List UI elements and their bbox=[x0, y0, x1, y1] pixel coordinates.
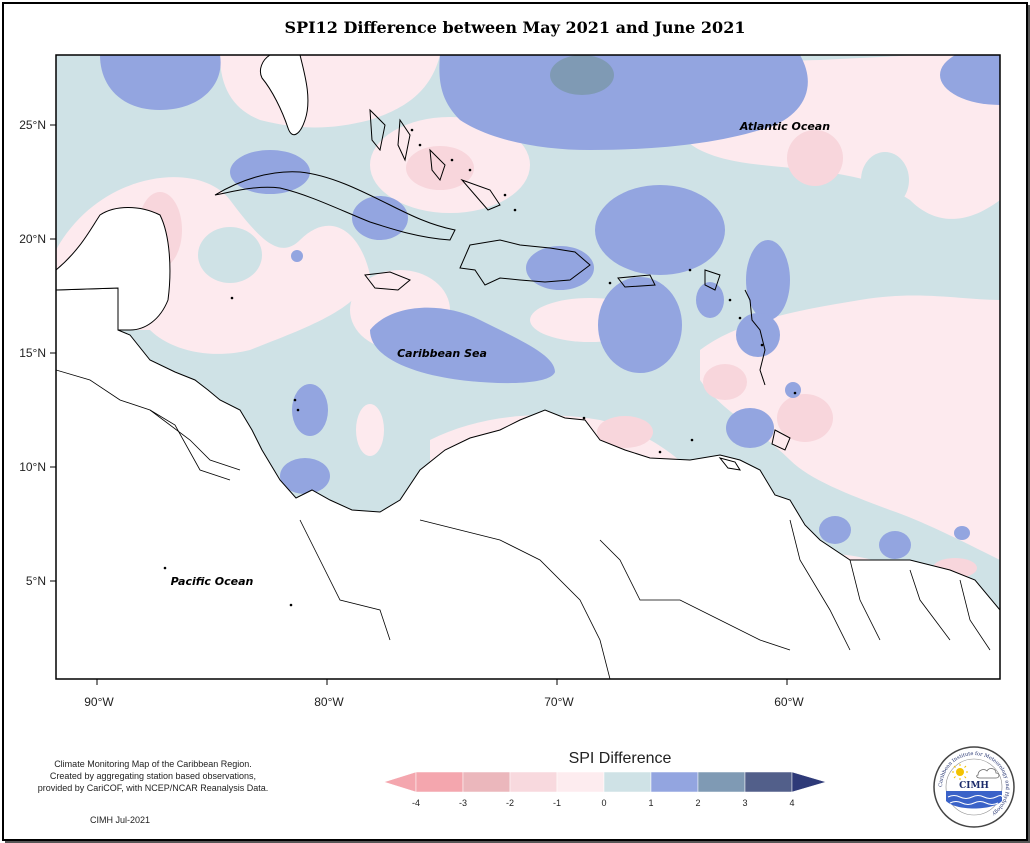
lon-label-90: 90°W bbox=[84, 695, 114, 709]
lat-label-15: 15°N bbox=[19, 346, 46, 360]
legend-tick: -2 bbox=[506, 798, 514, 808]
legend-colorbar bbox=[383, 771, 827, 793]
label-pacific-ocean: Pacific Ocean bbox=[171, 575, 254, 588]
longitude-labels: 90°W 80°W 70°W 60°W bbox=[84, 695, 804, 709]
legend-tick: -4 bbox=[412, 798, 420, 808]
label-caribbean-sea: Caribbean Sea bbox=[397, 347, 487, 360]
legend-swatch-2-3 bbox=[650, 771, 699, 793]
cloud-icon bbox=[976, 768, 1000, 779]
legend-title: SPI Difference bbox=[568, 750, 672, 767]
strong-positive-zones bbox=[550, 55, 614, 95]
legend-tick: 2 bbox=[695, 798, 700, 808]
legend-tick: 0 bbox=[601, 798, 606, 808]
sun-icon bbox=[956, 768, 964, 776]
credit-text: Climate Monitoring Map of the Caribbean … bbox=[22, 758, 284, 794]
caribbean-islands bbox=[214, 108, 791, 471]
legend-swatch-neg2-neg1 bbox=[462, 771, 511, 793]
lat-label-5: 5°N bbox=[26, 574, 46, 588]
legend-swatch-neg3-neg2 bbox=[415, 771, 464, 793]
logo-text: CIMH bbox=[959, 781, 989, 791]
label-atlantic-ocean: Atlantic Ocean bbox=[739, 120, 830, 133]
map-title: SPI12 Difference between May 2021 and Ju… bbox=[284, 18, 746, 37]
place-labels: Atlantic Ocean Caribbean Sea Pacific Oce… bbox=[171, 120, 831, 588]
lat-label-20: 20°N bbox=[19, 232, 46, 246]
country-borders bbox=[56, 369, 991, 679]
legend-swatch-3-4 bbox=[697, 771, 746, 793]
legend-tick: 4 bbox=[789, 798, 794, 808]
latitude-labels: 25°N 20°N 15°N 10°N 5°N bbox=[19, 118, 46, 588]
lon-label-70: 70°W bbox=[544, 695, 574, 709]
land-masses bbox=[56, 55, 1000, 679]
legend-tick: -3 bbox=[459, 798, 467, 808]
credit-line: Created by aggregating station based obs… bbox=[49, 771, 257, 781]
lon-label-60: 60°W bbox=[774, 695, 804, 709]
lat-label-25: 25°N bbox=[19, 118, 46, 132]
legend-swatch-1-2 bbox=[603, 771, 652, 793]
legend-tick: 3 bbox=[742, 798, 747, 808]
legend-swatch-gt-4 bbox=[744, 771, 793, 793]
legend-ticks: -4 -3 -2 -1 0 1 2 3 4 bbox=[412, 798, 795, 808]
positive-anomaly-zones bbox=[100, 55, 1000, 626]
map-border bbox=[55, 54, 1001, 680]
legend-swatch-0-1 bbox=[556, 771, 605, 793]
cimh-logo: CIMH Caribbean Institute for Meteorology… bbox=[933, 746, 1015, 828]
legend-swatch-neg1-0 bbox=[509, 771, 558, 793]
legend-swatch-lt-neg3 bbox=[383, 771, 417, 793]
axis-ticks bbox=[50, 124, 788, 685]
lon-label-80: 80°W bbox=[314, 695, 344, 709]
legend-swatch-arrow-high bbox=[791, 771, 827, 793]
legend-tick: 1 bbox=[648, 798, 653, 808]
legend-tick: -1 bbox=[553, 798, 561, 808]
small-islands bbox=[163, 128, 797, 607]
credit-date: CIMH Jul-2021 bbox=[90, 815, 151, 825]
neutral-zones bbox=[198, 152, 909, 283]
yucatan-peninsula bbox=[56, 207, 171, 331]
lat-label-10: 10°N bbox=[19, 460, 46, 474]
spi-field bbox=[56, 55, 1000, 679]
credit-line: provided by CariCOF, with NCEP/NCAR Rean… bbox=[37, 783, 269, 793]
credit-line: Climate Monitoring Map of the Caribbean … bbox=[54, 759, 252, 769]
